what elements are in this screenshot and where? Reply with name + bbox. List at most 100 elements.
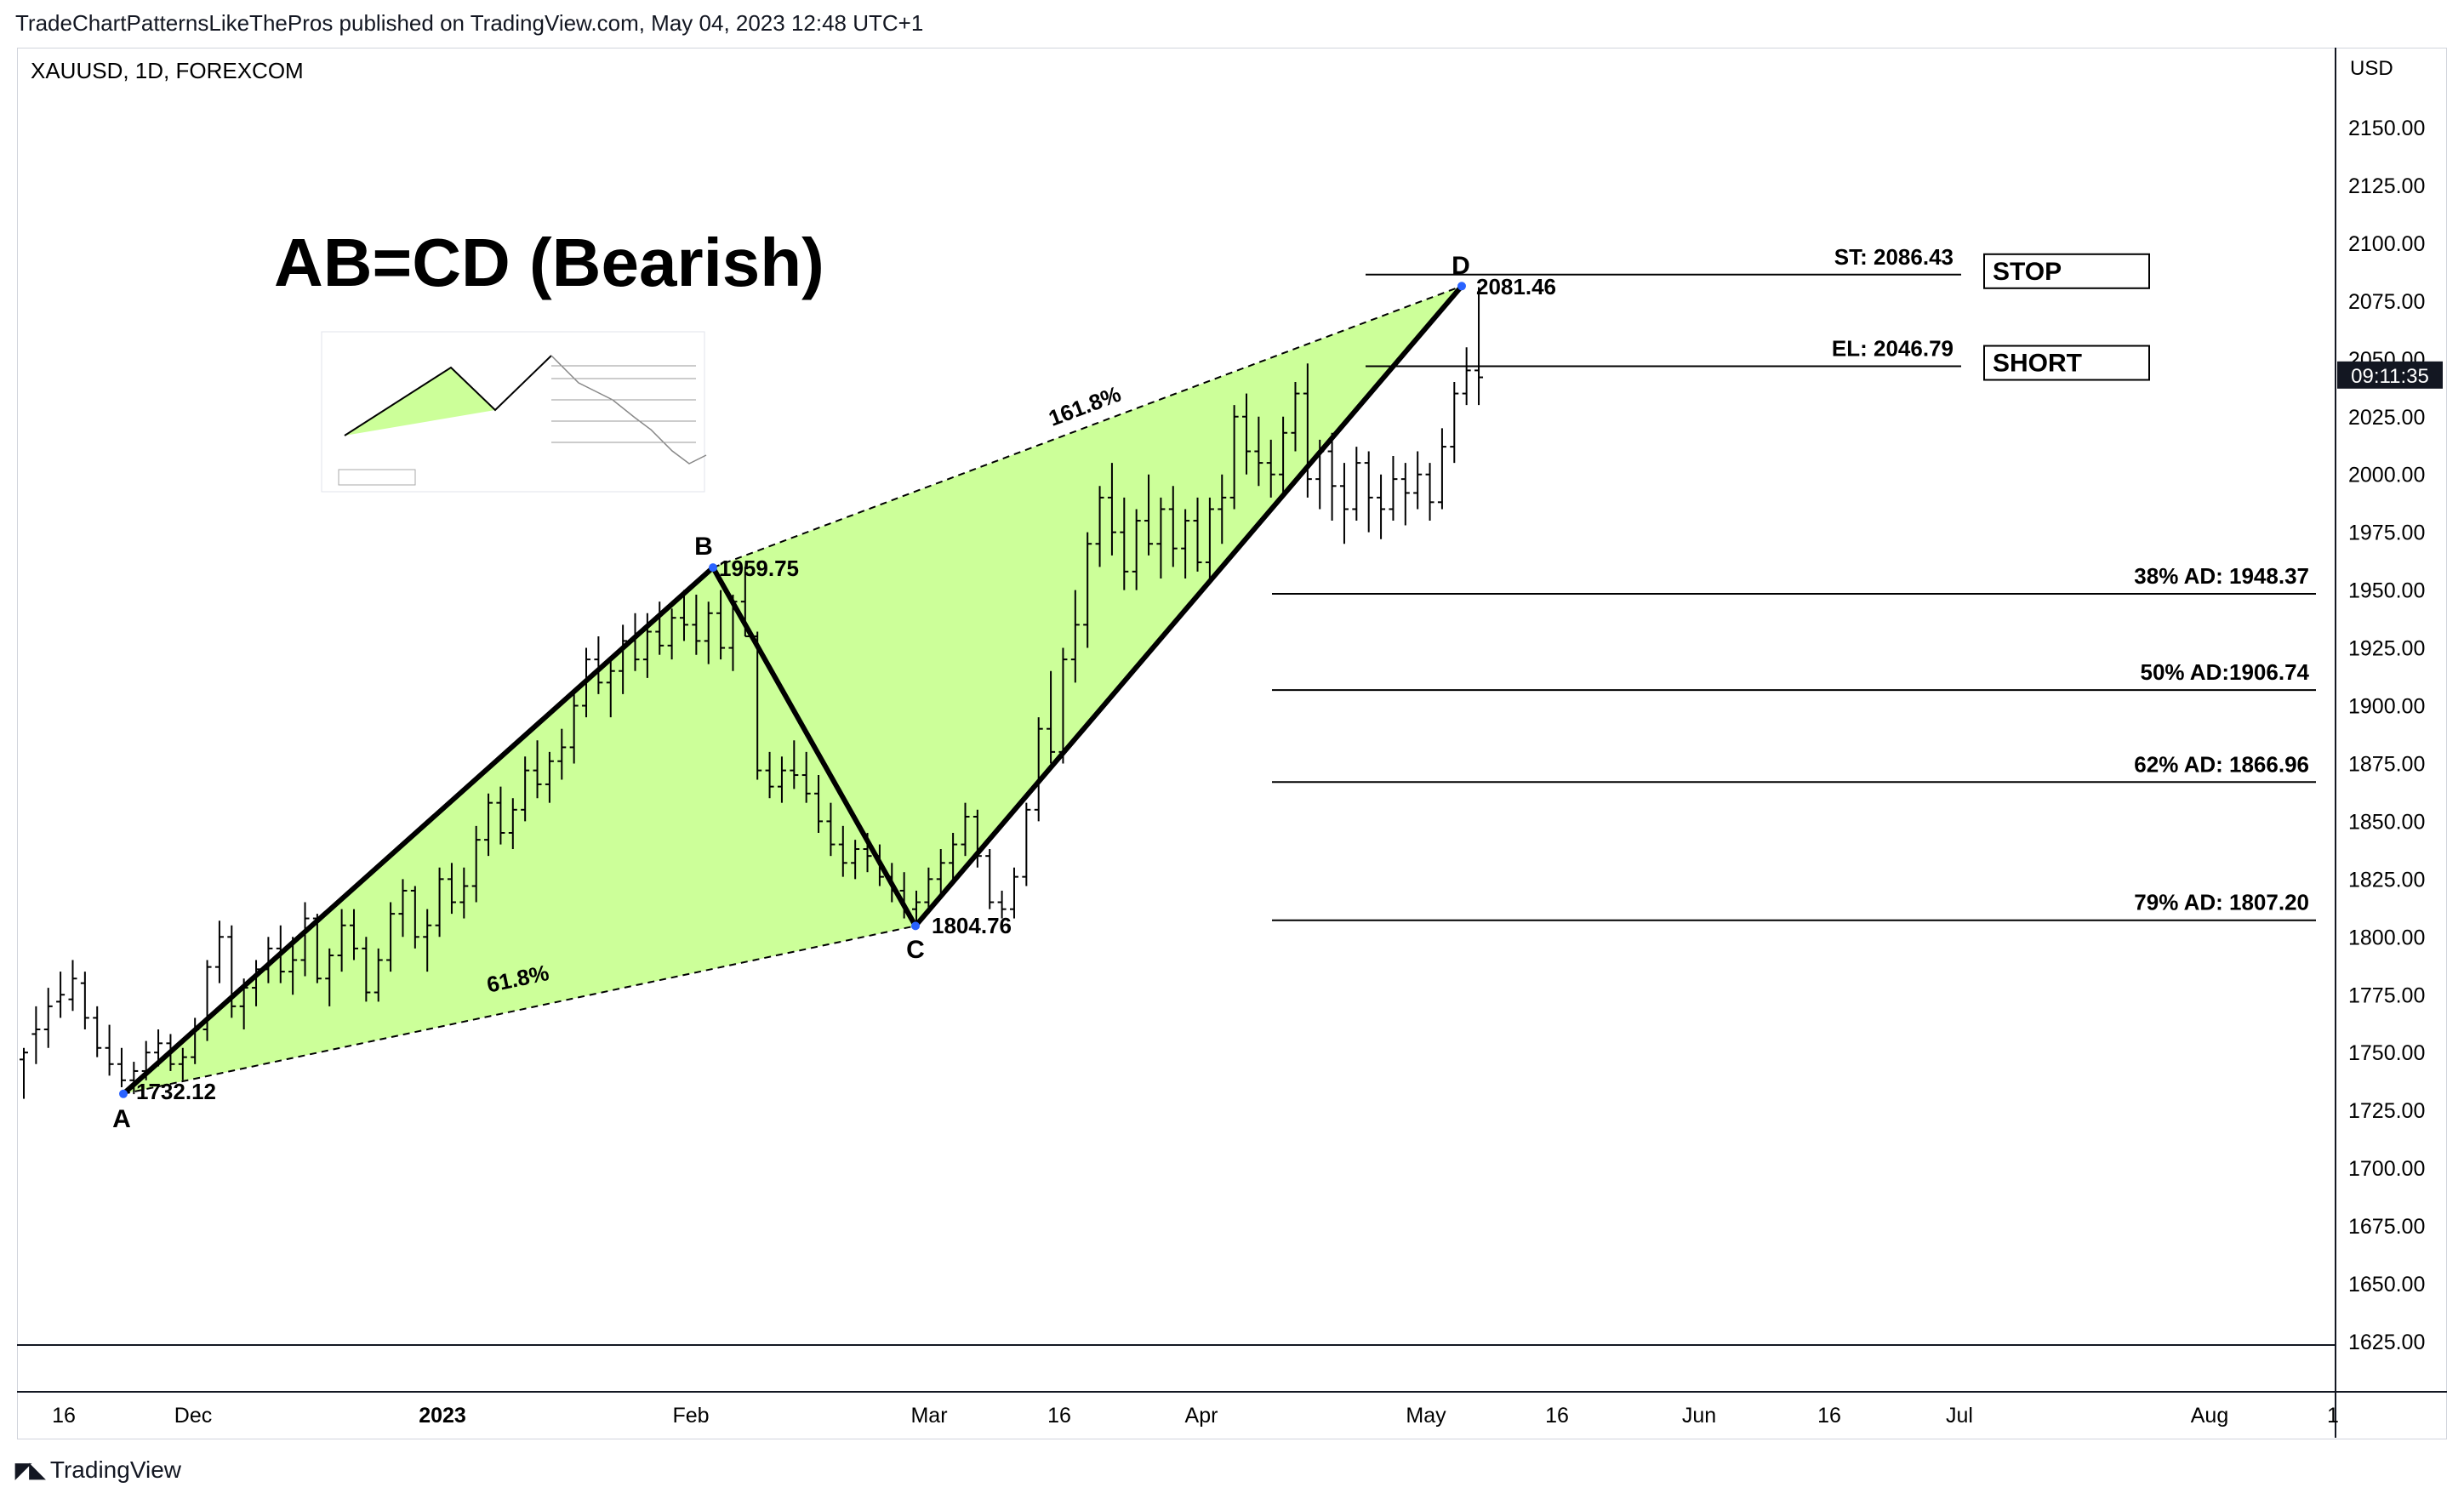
ohlc-bar	[655, 601, 664, 655]
chart-frame[interactable]	[17, 48, 2447, 1439]
y-tick-label: 1650.00	[2348, 1273, 2425, 1297]
ohlc-bar	[337, 909, 346, 972]
ratio-line-ac	[123, 925, 916, 1095]
ohlc-bar	[814, 775, 824, 833]
ohlc-bar	[1070, 590, 1080, 683]
ohlc-bar	[508, 798, 517, 850]
ohlc-bar	[1352, 447, 1361, 522]
ohlc-bar	[105, 1024, 114, 1076]
ohlc-bar	[533, 740, 542, 799]
ohlc-bar	[692, 595, 701, 655]
ohlc-bar	[423, 909, 432, 972]
ohlc-bar	[349, 909, 358, 960]
short-box-label: SHORT	[1993, 350, 2082, 378]
ohlc-bar	[362, 937, 371, 1002]
pattern-point-a	[119, 1089, 128, 1098]
ohlc-bar	[557, 728, 567, 780]
y-tick-label: 1925.00	[2348, 637, 2425, 661]
pattern-point-d	[1457, 282, 1466, 291]
ohlc-bar	[1339, 463, 1349, 544]
y-tick-label: 1625.00	[2348, 1331, 2425, 1354]
ohlc-bar	[410, 886, 419, 949]
y-tick-label: 2075.00	[2348, 290, 2425, 314]
y-tick-label: 2100.00	[2348, 232, 2425, 256]
brand-name: TradingView	[49, 1456, 182, 1483]
currency-label: USD	[2350, 57, 2393, 80]
ohlc-bar	[288, 937, 298, 995]
leg-cd	[913, 284, 1464, 928]
pattern-price-c: 1804.76	[932, 913, 1012, 938]
abc-triangle-fill	[123, 567, 915, 1094]
ohlc-bar	[1400, 463, 1410, 526]
ohlc-bar	[619, 624, 628, 694]
ohlc-bar	[826, 802, 836, 857]
ohlc-bar	[214, 920, 224, 983]
ratio-line-bd	[712, 285, 1463, 569]
retracement-label-4: 62% AD: 1866.96	[2134, 751, 2309, 777]
y-tick-label: 1900.00	[2348, 695, 2425, 719]
ohlc-bar	[386, 902, 396, 972]
x-tick-label: Jul	[1946, 1404, 1973, 1428]
ohlc-bar	[838, 825, 847, 877]
ohlc-bar	[801, 751, 811, 803]
x-tick-label: 1	[2327, 1404, 2339, 1428]
ohlc-bar	[997, 890, 1007, 919]
ohlc-bar	[1107, 463, 1116, 556]
x-tick-label: May	[1406, 1404, 1446, 1428]
brand[interactable]: ◤◣ TradingView	[15, 1456, 181, 1484]
ohlc-bar	[1279, 416, 1288, 493]
ohlc-bar	[1327, 432, 1337, 522]
ohlc-bar	[459, 867, 469, 919]
pattern-price-d: 2081.46	[1476, 274, 1556, 299]
ohlc-bar	[521, 756, 530, 822]
retracement-label-2: 38% AD: 1948.37	[2134, 563, 2309, 589]
ohlc-bar	[1144, 474, 1154, 556]
ohlc-bar	[117, 1047, 126, 1087]
ohlc-bar	[1034, 717, 1043, 822]
x-tick-label: Jun	[1682, 1404, 1716, 1428]
ohlc-bar	[790, 740, 799, 789]
retracement-label-5: 79% AD: 1807.20	[2134, 890, 2309, 915]
short-box	[1983, 345, 2150, 381]
ohlc-bar	[545, 751, 554, 803]
publish-header: TradeChartPatternsLikeThePros published …	[15, 10, 924, 36]
level-label-stop: ST: 2086.43	[1834, 244, 1954, 270]
ohlc-bar	[471, 825, 481, 903]
x-tick-label: Aug	[2191, 1404, 2228, 1428]
ohlc-bar	[1242, 393, 1251, 475]
ohlc-bar	[1181, 509, 1190, 579]
ohlc-bar	[1009, 867, 1018, 919]
thumbnail-fill	[345, 356, 551, 436]
ohlc-bar	[961, 802, 970, 857]
thumbnail-pattern-line	[344, 355, 552, 436]
ohlc-bar	[1291, 381, 1300, 452]
ohlc-bar	[80, 972, 89, 1030]
ohlc-bar	[1022, 802, 1031, 886]
pattern-price-b: 1959.75	[719, 556, 799, 581]
x-tick-label: 16	[1545, 1404, 1569, 1428]
y-tick-label: 1825.00	[2348, 868, 2425, 892]
ohlc-bar	[1254, 416, 1263, 487]
ohlc-bar	[851, 840, 860, 880]
ohlc-bar	[1474, 287, 1484, 406]
thumbnail-image	[321, 331, 707, 493]
ohlc-bar	[1266, 439, 1275, 498]
tradingview-logo-icon: ◤◣	[15, 1458, 45, 1482]
ohlc-bar	[716, 590, 726, 660]
ohlc-bar	[1303, 363, 1312, 498]
y-tick-label: 1675.00	[2348, 1215, 2425, 1239]
ohlc-bar	[667, 608, 676, 660]
ohlc-bar	[1413, 451, 1423, 510]
thumbnail-price-line	[550, 355, 707, 465]
y-tick-label: 1950.00	[2348, 579, 2425, 603]
leg-bc	[710, 566, 918, 927]
ohlc-bar	[300, 902, 310, 977]
ohlc-bar	[569, 693, 579, 764]
stop-box-label: STOP	[1993, 258, 2062, 286]
ohlc-bar	[912, 890, 921, 926]
ohlc-bar	[1047, 670, 1056, 764]
ohlc-bar	[484, 793, 493, 857]
ohlc-bar	[93, 1006, 102, 1057]
price-chart[interactable]: USD2150.002125.002100.002075.002050.0020…	[0, 0, 2464, 1446]
ohlc-bar	[679, 590, 688, 641]
